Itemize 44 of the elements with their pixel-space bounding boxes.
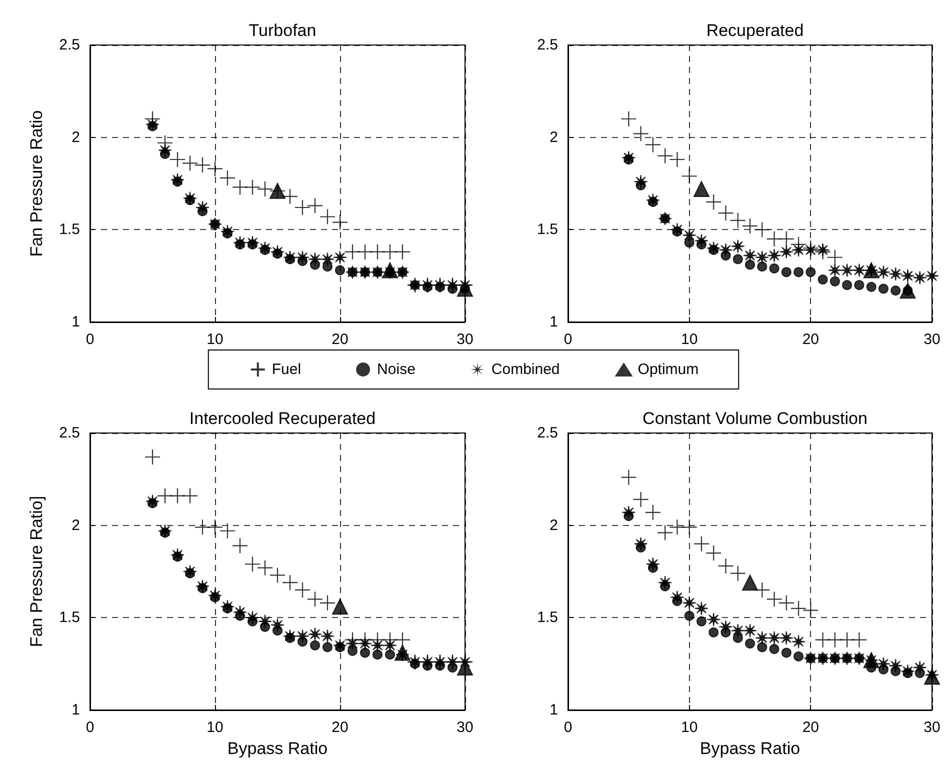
y-tick-label: 2.5 — [537, 36, 558, 54]
x-tick-label: 30 — [924, 331, 940, 348]
legend-label: Optimum — [638, 361, 699, 378]
y-tick-label: 2 — [72, 516, 80, 534]
x-tick-label: 20 — [802, 719, 820, 736]
x-tick-label: 10 — [206, 719, 224, 736]
y-axis-title: Fan Pressure Ratio] — [27, 496, 46, 648]
legend-label: Fuel — [272, 361, 302, 378]
x-tick-label: 0 — [564, 719, 572, 736]
x-tick-label: 30 — [456, 719, 474, 736]
x-axis-title: Bypass Ratio — [700, 739, 800, 758]
chart-title: Constant Volume Combustion — [642, 409, 868, 428]
y-tick-label: 1 — [550, 314, 558, 330]
y-tick-label: 1.5 — [537, 609, 558, 626]
y-tick-label: 2 — [550, 516, 558, 534]
y-tick-label: 1.5 — [59, 221, 80, 238]
y-tick-label: 1 — [72, 702, 80, 718]
y-tick-label: 1.5 — [537, 221, 558, 238]
x-tick-label: 20 — [332, 331, 348, 348]
x-tick-label: 20 — [332, 719, 348, 736]
y-tick-label: 2.5 — [59, 424, 80, 442]
y-tick-label: 2.5 — [537, 424, 558, 442]
x-tick-label: 0 — [564, 331, 572, 348]
y-tick-label: 1 — [550, 702, 558, 718]
y-tick-label: 2 — [550, 128, 558, 146]
legend-label: Combined — [491, 361, 560, 378]
x-tick-label: 30 — [924, 719, 940, 736]
x-tick-label: 10 — [680, 719, 698, 736]
x-tick-label: 0 — [86, 719, 94, 736]
y-axis-title: Fan Pressure Ratio — [27, 110, 46, 257]
legend-label: Noise — [377, 361, 416, 378]
x-tick-label: 10 — [206, 331, 224, 348]
chart-title: Recuperated — [706, 21, 804, 40]
x-tick-label: 10 — [680, 331, 698, 348]
x-tick-label: 0 — [86, 331, 94, 348]
y-tick-label: 2.5 — [59, 36, 80, 54]
x-tick-label: 20 — [802, 331, 820, 348]
y-tick-label: 1 — [72, 314, 80, 330]
chart-title: Intercooled Recuperated — [189, 409, 376, 428]
x-tick-label: 30 — [456, 331, 474, 348]
x-axis-title: Bypass Ratio — [227, 739, 328, 758]
y-tick-label: 1.5 — [59, 609, 80, 626]
y-tick-label: 2 — [72, 128, 80, 146]
chart-title: Turbofan — [248, 21, 316, 40]
